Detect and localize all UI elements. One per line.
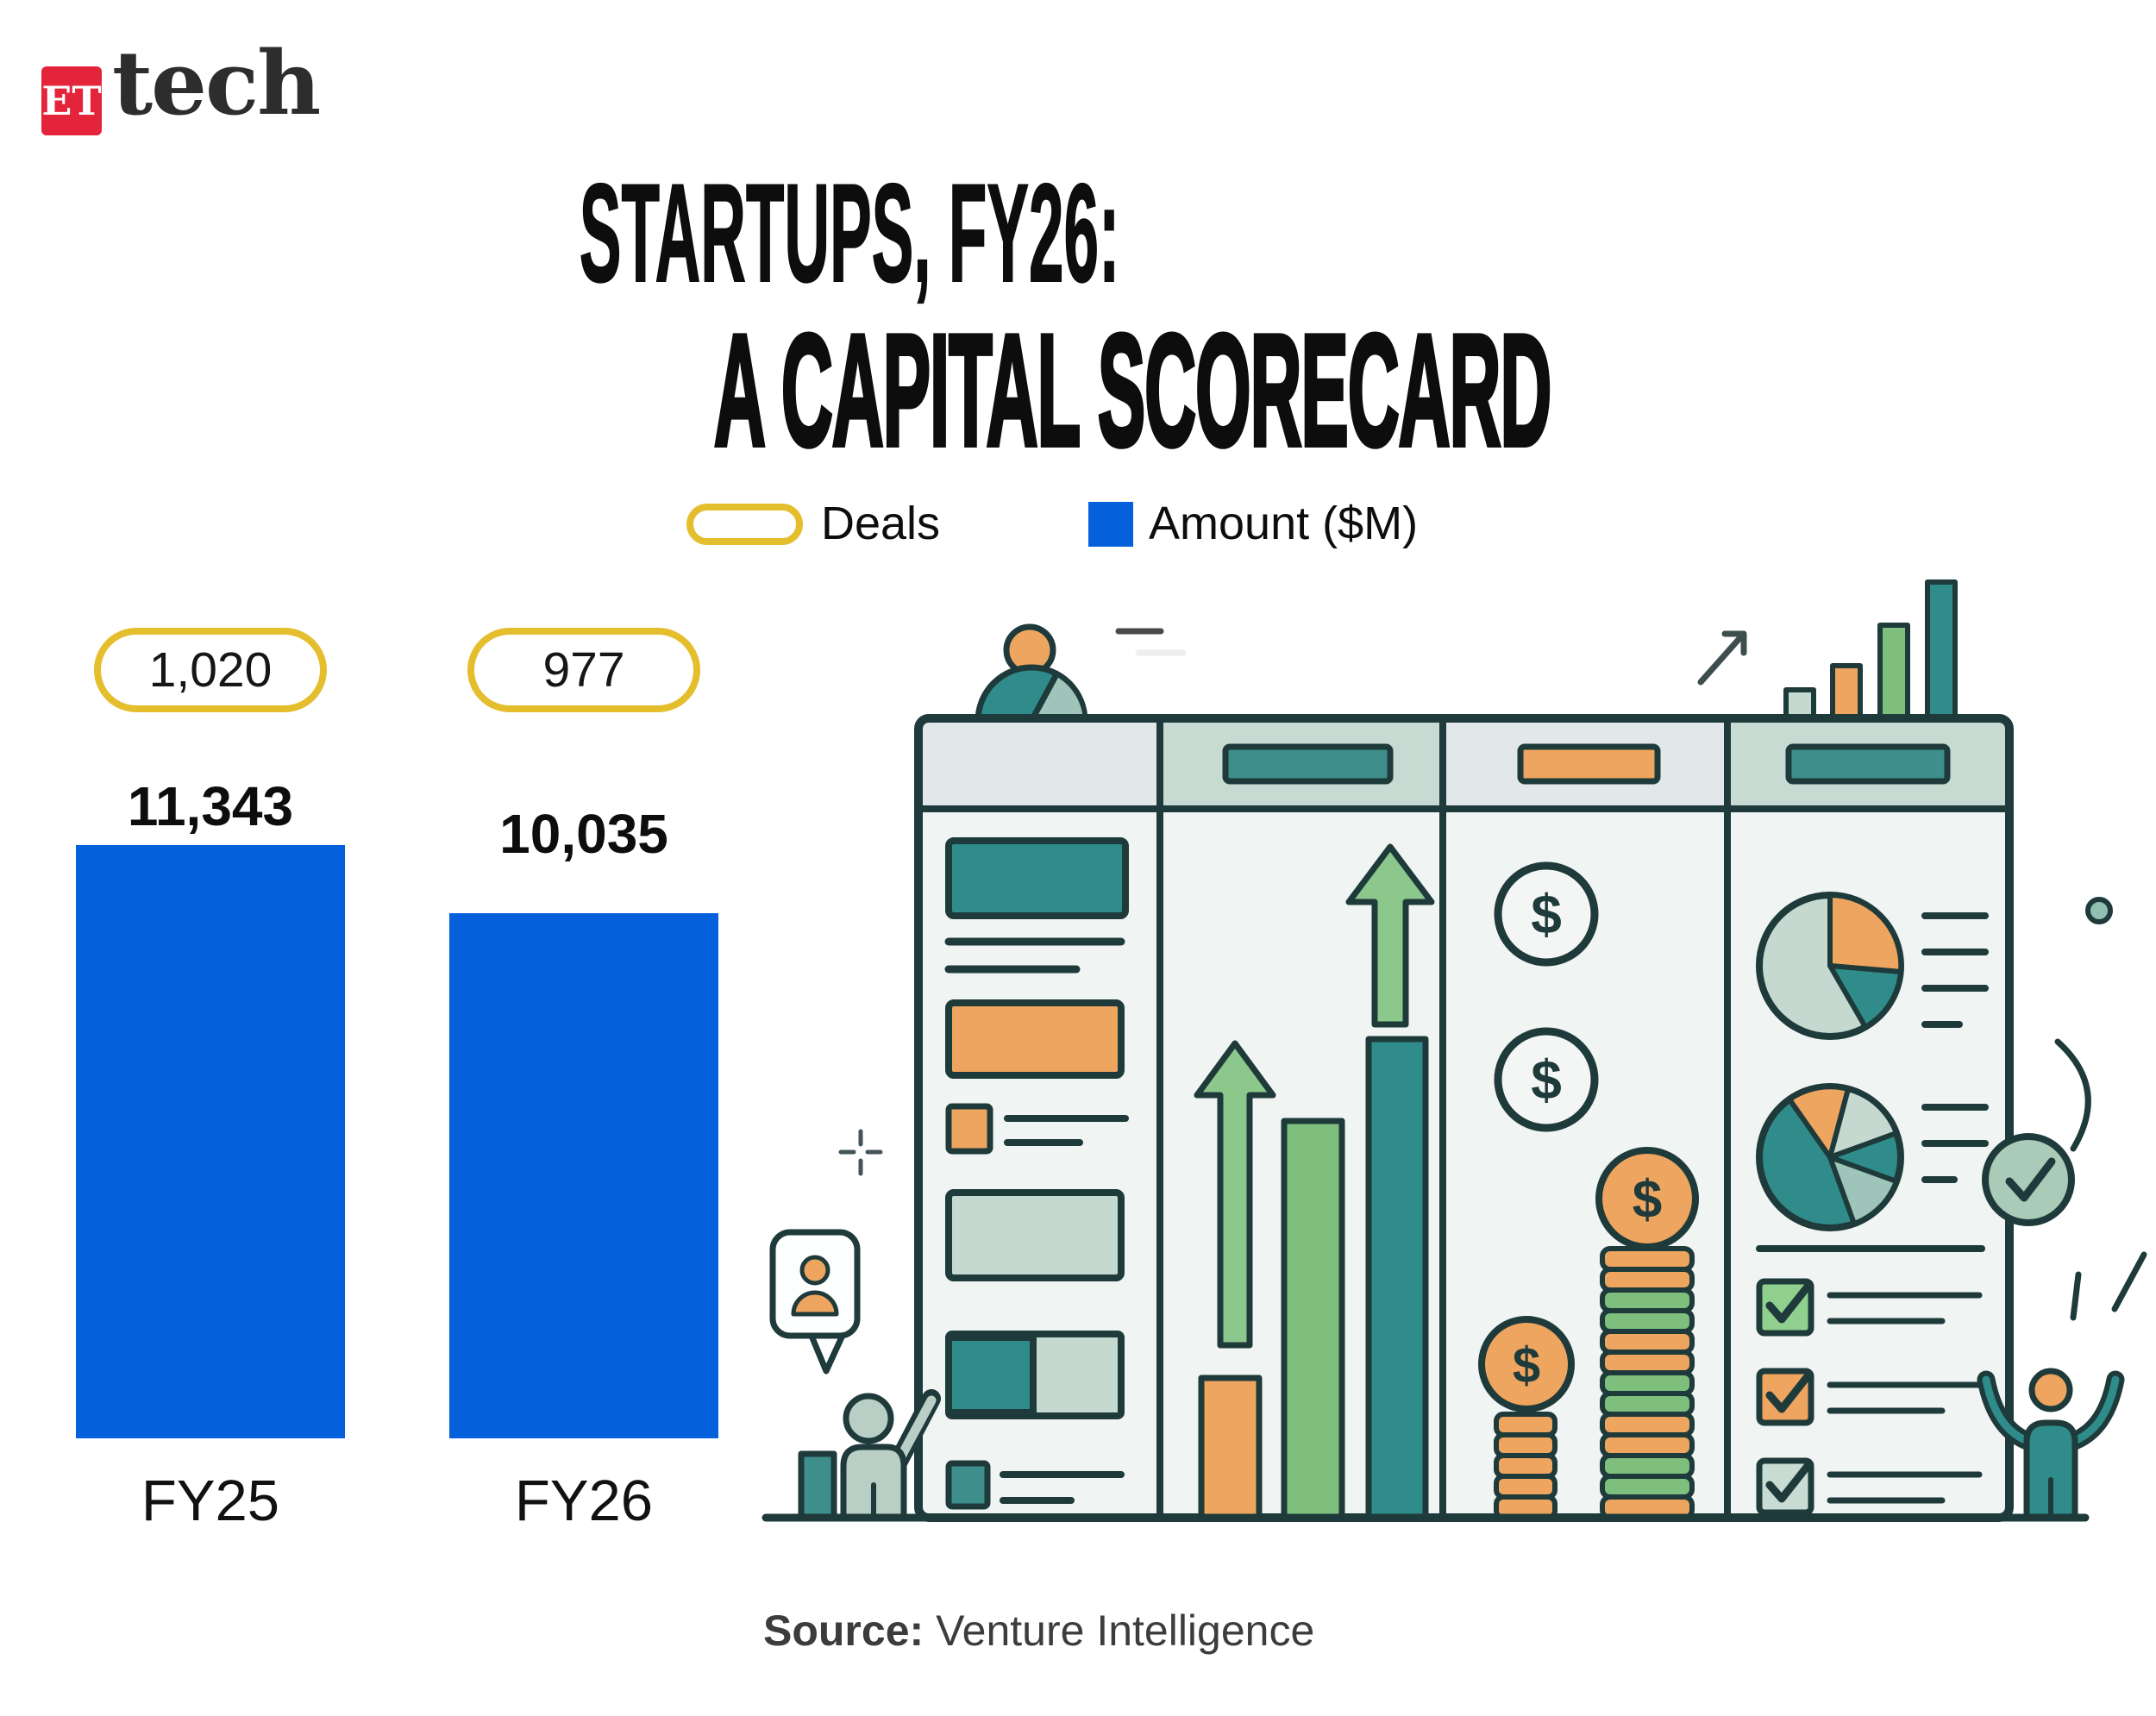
pie-notes-lines — [1921, 1104, 1989, 1183]
scorecard-illustration: $ $ $ — [761, 579, 2147, 1522]
source-label: Source: — [763, 1606, 924, 1655]
et-logo-badge: ET — [41, 66, 102, 135]
dot-decoration — [2085, 897, 2113, 924]
checklist — [1756, 1278, 1983, 1516]
amount-square-legend-icon — [1088, 502, 1133, 547]
arc-decoration — [2054, 1038, 2091, 1152]
dollar-coin-icon: $ — [1633, 1170, 1662, 1230]
source-text: Venture Intelligence — [924, 1606, 1315, 1655]
pie-chart-icon — [1756, 1083, 1904, 1231]
board-column-growth-bars — [1194, 843, 1435, 1521]
pie-chart-icon — [1756, 892, 1904, 1040]
dollar-coin-icon: $ — [1531, 1049, 1562, 1111]
up-right-arrow-icon — [1697, 630, 1747, 686]
page-title: STARTUPS, FY26: A CAPITAL SCORECARD — [203, 155, 1553, 479]
board-column-money: $ $ $ — [1478, 861, 1699, 1520]
presenting-person-icon — [798, 1389, 941, 1521]
amount-value-label: 10,035 — [499, 803, 668, 865]
legend-label-amount: Amount ($M) — [1149, 498, 1419, 549]
deals-value-pill: 977 — [467, 628, 700, 712]
title-line-1: STARTUPS, FY26: — [579, 155, 1120, 311]
cheering-person-icon — [1977, 1368, 2125, 1521]
tech-logo-word: tech — [112, 32, 321, 135]
coin-stack-short — [1494, 1412, 1557, 1520]
dollar-coin-icon: $ — [1531, 883, 1562, 945]
category-label-fy26: FY26 — [514, 1469, 654, 1533]
category-label-fy25: FY25 — [141, 1469, 280, 1533]
sparkle-plus-icon — [838, 1129, 883, 1176]
deals-value-pill: 1,020 — [94, 628, 327, 712]
profile-speech-bubble-icon — [769, 1229, 861, 1375]
dollar-coin-icon: $ — [1513, 1337, 1540, 1393]
mini-bar-chart-icon — [1783, 579, 1958, 727]
check-circle-icon — [1982, 1133, 2075, 1226]
amount-value-label: 11,343 — [127, 775, 294, 837]
pie-notes-lines — [1921, 912, 1989, 1028]
amount-bar — [449, 913, 718, 1438]
peeking-person-icon — [975, 623, 1088, 724]
board-column-report — [1756, 892, 1989, 1516]
chart-legend: Deals Amount ($M) — [0, 488, 2156, 566]
bar-group-fy25: 1,020 11,343 FY25 — [76, 0, 345, 1716]
bar-group-fy26: 977 10,035 FY26 — [449, 0, 718, 1716]
source-note: Source: Venture Intelligence — [763, 1606, 1314, 1656]
coin-stack-tall — [1600, 1246, 1695, 1520]
excitement-marks — [2070, 1251, 2147, 1321]
board-column-list-widgets — [944, 837, 1129, 1510]
deals-pill-legend-icon — [686, 504, 803, 545]
legend-label-deals: Deals — [821, 498, 941, 549]
scorecard-board — [914, 714, 2014, 1522]
amount-bar — [76, 845, 345, 1438]
title-line-2: A CAPITAL SCORECARD — [713, 301, 1553, 479]
